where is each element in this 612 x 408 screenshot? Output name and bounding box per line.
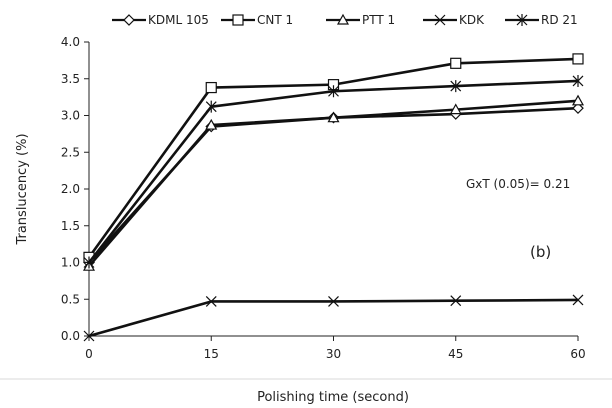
data-point-kdk: [205, 296, 217, 307]
data-point-ptt-1: [327, 111, 340, 123]
legend-label: KDML 105: [148, 13, 209, 27]
data-point-cnt-1: [572, 53, 584, 65]
data-point-kdk: [572, 294, 584, 306]
data-point-ptt-1: [449, 103, 462, 115]
data-point-kdml-105: [572, 102, 584, 114]
y-axis: 0.0 0.5 1.0 1.5 2.0 2.5 3.0 3.5 4.0: [61, 35, 90, 343]
data-point-rd-21: [83, 256, 95, 269]
legend-item-rd-21: RD 21: [505, 13, 578, 27]
legend-label: PTT 1: [362, 13, 395, 27]
data-point-kdk: [83, 330, 95, 342]
series-rd-21: [83, 74, 584, 269]
data-point-cnt-1: [205, 81, 217, 94]
data-point-rd-21: [572, 74, 584, 87]
legend-label: CNT 1: [257, 13, 293, 27]
y-tick-label: 4.0: [61, 35, 80, 49]
y-tick-label: 0.5: [61, 292, 80, 306]
series-ptt-1: [82, 94, 585, 271]
legend-marker: [123, 14, 135, 26]
panel-label: (b): [530, 243, 551, 261]
legend-item-cnt-1: CNT 1: [221, 13, 293, 27]
data-point-kdk: [328, 296, 339, 307]
data-point-rd-21: [450, 80, 462, 93]
x-tick-label: 60: [570, 347, 585, 361]
legend-item-ptt-1: PTT 1: [326, 13, 395, 27]
y-axis-title: Translucency (%): [15, 133, 30, 245]
legend-marker: [434, 14, 446, 26]
x-axis: 0 15 30 45 60: [85, 335, 586, 361]
x-tick-label: 45: [448, 347, 463, 361]
legend-item-kdml-105: KDML 105: [112, 13, 209, 27]
x-axis-title: Polishing time (second): [257, 390, 409, 405]
data-point-kdk: [450, 295, 462, 307]
data-point-ptt-1: [205, 118, 218, 130]
y-tick-label: 1.0: [61, 256, 80, 270]
gxt-annotation: GxT (0.05)= 0.21: [466, 177, 570, 191]
legend: KDML 105 CNT 1 PTT 1 KDK RD 21: [112, 13, 578, 27]
series-line-rd-21: [87, 79, 579, 264]
x-tick-label: 30: [326, 347, 341, 361]
data-point-cnt-1: [450, 57, 462, 69]
data-point-ptt-1: [571, 94, 585, 106]
y-tick-label: 3.0: [61, 109, 80, 123]
data-point-rd-21: [328, 85, 339, 98]
y-tick-label: 2.5: [61, 145, 80, 159]
legend-label: RD 21: [541, 13, 578, 27]
x-tick-label: 15: [204, 347, 219, 361]
series-kdk: [83, 294, 584, 342]
legend-label: KDK: [459, 13, 485, 27]
y-tick-label: 2.0: [61, 182, 80, 196]
y-tick-label: 0.0: [61, 329, 80, 343]
legend-marker: [336, 13, 350, 25]
series-line-kdk: [88, 298, 579, 338]
y-tick-label: 1.5: [61, 219, 80, 233]
y-tick-label: 3.5: [61, 72, 80, 86]
series-layer: [82, 53, 585, 342]
legend-item-kdk: KDK: [423, 13, 485, 27]
legend-marker: [232, 14, 244, 26]
legend-marker: [516, 14, 528, 26]
data-point-rd-21: [205, 100, 217, 113]
x-tick-label: 0: [85, 347, 93, 361]
